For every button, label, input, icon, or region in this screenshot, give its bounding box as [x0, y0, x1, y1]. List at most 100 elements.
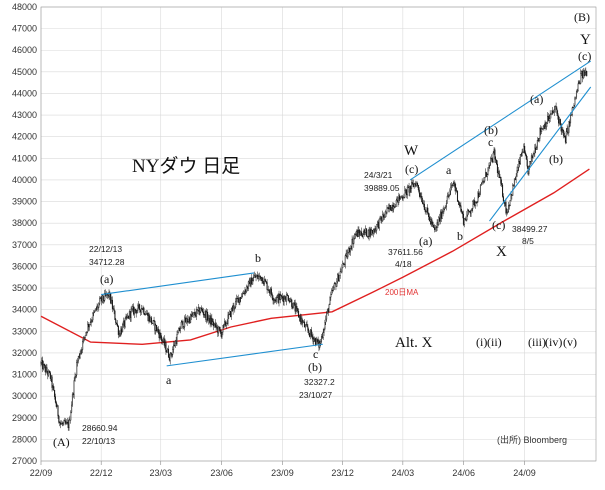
candle-body	[556, 108, 558, 114]
candle-body	[335, 283, 337, 287]
candle-body	[55, 402, 57, 407]
candle-body	[458, 201, 460, 206]
candle-body	[155, 325, 157, 331]
candle-body	[493, 149, 495, 154]
candle-body	[435, 227, 437, 229]
candle-body	[308, 330, 310, 334]
candle-body	[236, 298, 238, 300]
candle-body	[327, 309, 329, 313]
candle-body	[317, 340, 319, 343]
candle-body	[104, 293, 106, 301]
candle-body	[338, 275, 340, 282]
candle-body	[352, 239, 354, 244]
candle-body	[158, 331, 160, 339]
ma200-label: 200日MA	[385, 288, 419, 297]
low-2023-value: 32327.2	[304, 377, 335, 387]
wave-b-2023: b	[255, 251, 261, 265]
candle-body	[452, 183, 454, 186]
candle-body	[316, 338, 318, 343]
candle-body	[218, 326, 220, 334]
candle-body	[282, 297, 284, 303]
candle-body	[320, 341, 322, 344]
y-tick-label: 37000	[12, 240, 37, 250]
candle-body	[242, 293, 244, 295]
candle-body	[507, 205, 510, 213]
candle-body	[486, 174, 488, 177]
candle-body	[414, 183, 416, 185]
candle-body	[303, 321, 306, 328]
candle-body	[110, 292, 112, 304]
candle-body	[65, 421, 68, 424]
candle-body	[390, 210, 392, 211]
candle-body	[456, 190, 458, 192]
y-tick-label: 48000	[12, 2, 37, 12]
wave-W-label: W	[404, 143, 419, 159]
candle-body	[277, 295, 279, 303]
candle-body	[245, 289, 247, 292]
candle-body	[388, 207, 390, 210]
candle-body	[502, 184, 504, 197]
candle-body	[383, 216, 385, 218]
candle-body	[130, 308, 132, 318]
candle-body	[45, 367, 47, 373]
candle-body	[513, 178, 515, 187]
candle-body	[145, 313, 147, 315]
candle-body	[535, 147, 537, 150]
candle-body	[201, 307, 203, 310]
candle-body	[369, 229, 371, 237]
candle-body	[150, 317, 153, 324]
candle-body	[477, 192, 479, 202]
candle-body	[181, 320, 183, 323]
candle-body	[101, 295, 103, 302]
candle-body	[247, 281, 249, 289]
candle-body	[156, 328, 158, 332]
candle-body	[581, 71, 583, 79]
candle-body	[167, 348, 170, 358]
candle-body	[475, 201, 477, 204]
candle-body	[524, 145, 526, 153]
candle-body	[580, 73, 582, 84]
candle-body	[541, 128, 543, 132]
candle-body	[132, 306, 134, 309]
candle-body	[562, 129, 564, 132]
candle-body	[428, 216, 430, 222]
low-2022-value: 28660.94	[82, 423, 118, 433]
candle-body	[422, 201, 424, 204]
y-tick-label: 31000	[12, 370, 37, 380]
candle-body	[87, 324, 89, 332]
candle-body	[52, 386, 54, 388]
candle-body	[70, 412, 72, 421]
candle-body	[217, 327, 219, 334]
candle-body	[215, 322, 217, 328]
candle-body	[304, 324, 306, 328]
candle-body	[453, 182, 455, 185]
candle-body	[551, 110, 553, 115]
candle-body	[360, 231, 362, 236]
candle-body	[200, 307, 202, 313]
candle-body	[583, 70, 585, 77]
candle-body	[116, 323, 119, 327]
candle-body	[271, 294, 273, 299]
candle-body	[340, 271, 342, 273]
grid	[40, 6, 597, 465]
wave-b-paren-2024: (b)	[484, 123, 498, 137]
candle-body	[470, 210, 472, 214]
candle-body	[354, 233, 357, 235]
candle-body	[474, 201, 476, 206]
candle-body	[57, 405, 59, 417]
candle-body	[400, 196, 402, 200]
candle-body	[394, 206, 396, 208]
candle-body	[272, 297, 274, 301]
candle-body	[558, 115, 560, 124]
candle-body	[127, 315, 129, 318]
candle-body	[268, 289, 270, 292]
candle-body	[456, 190, 459, 202]
candle-body	[500, 177, 502, 184]
candle-body	[393, 206, 395, 210]
candle-body	[71, 393, 73, 406]
candle-body	[183, 326, 185, 328]
candle-body	[270, 288, 272, 295]
y-tick-label: 29000	[12, 413, 37, 423]
candle-body	[367, 229, 369, 237]
